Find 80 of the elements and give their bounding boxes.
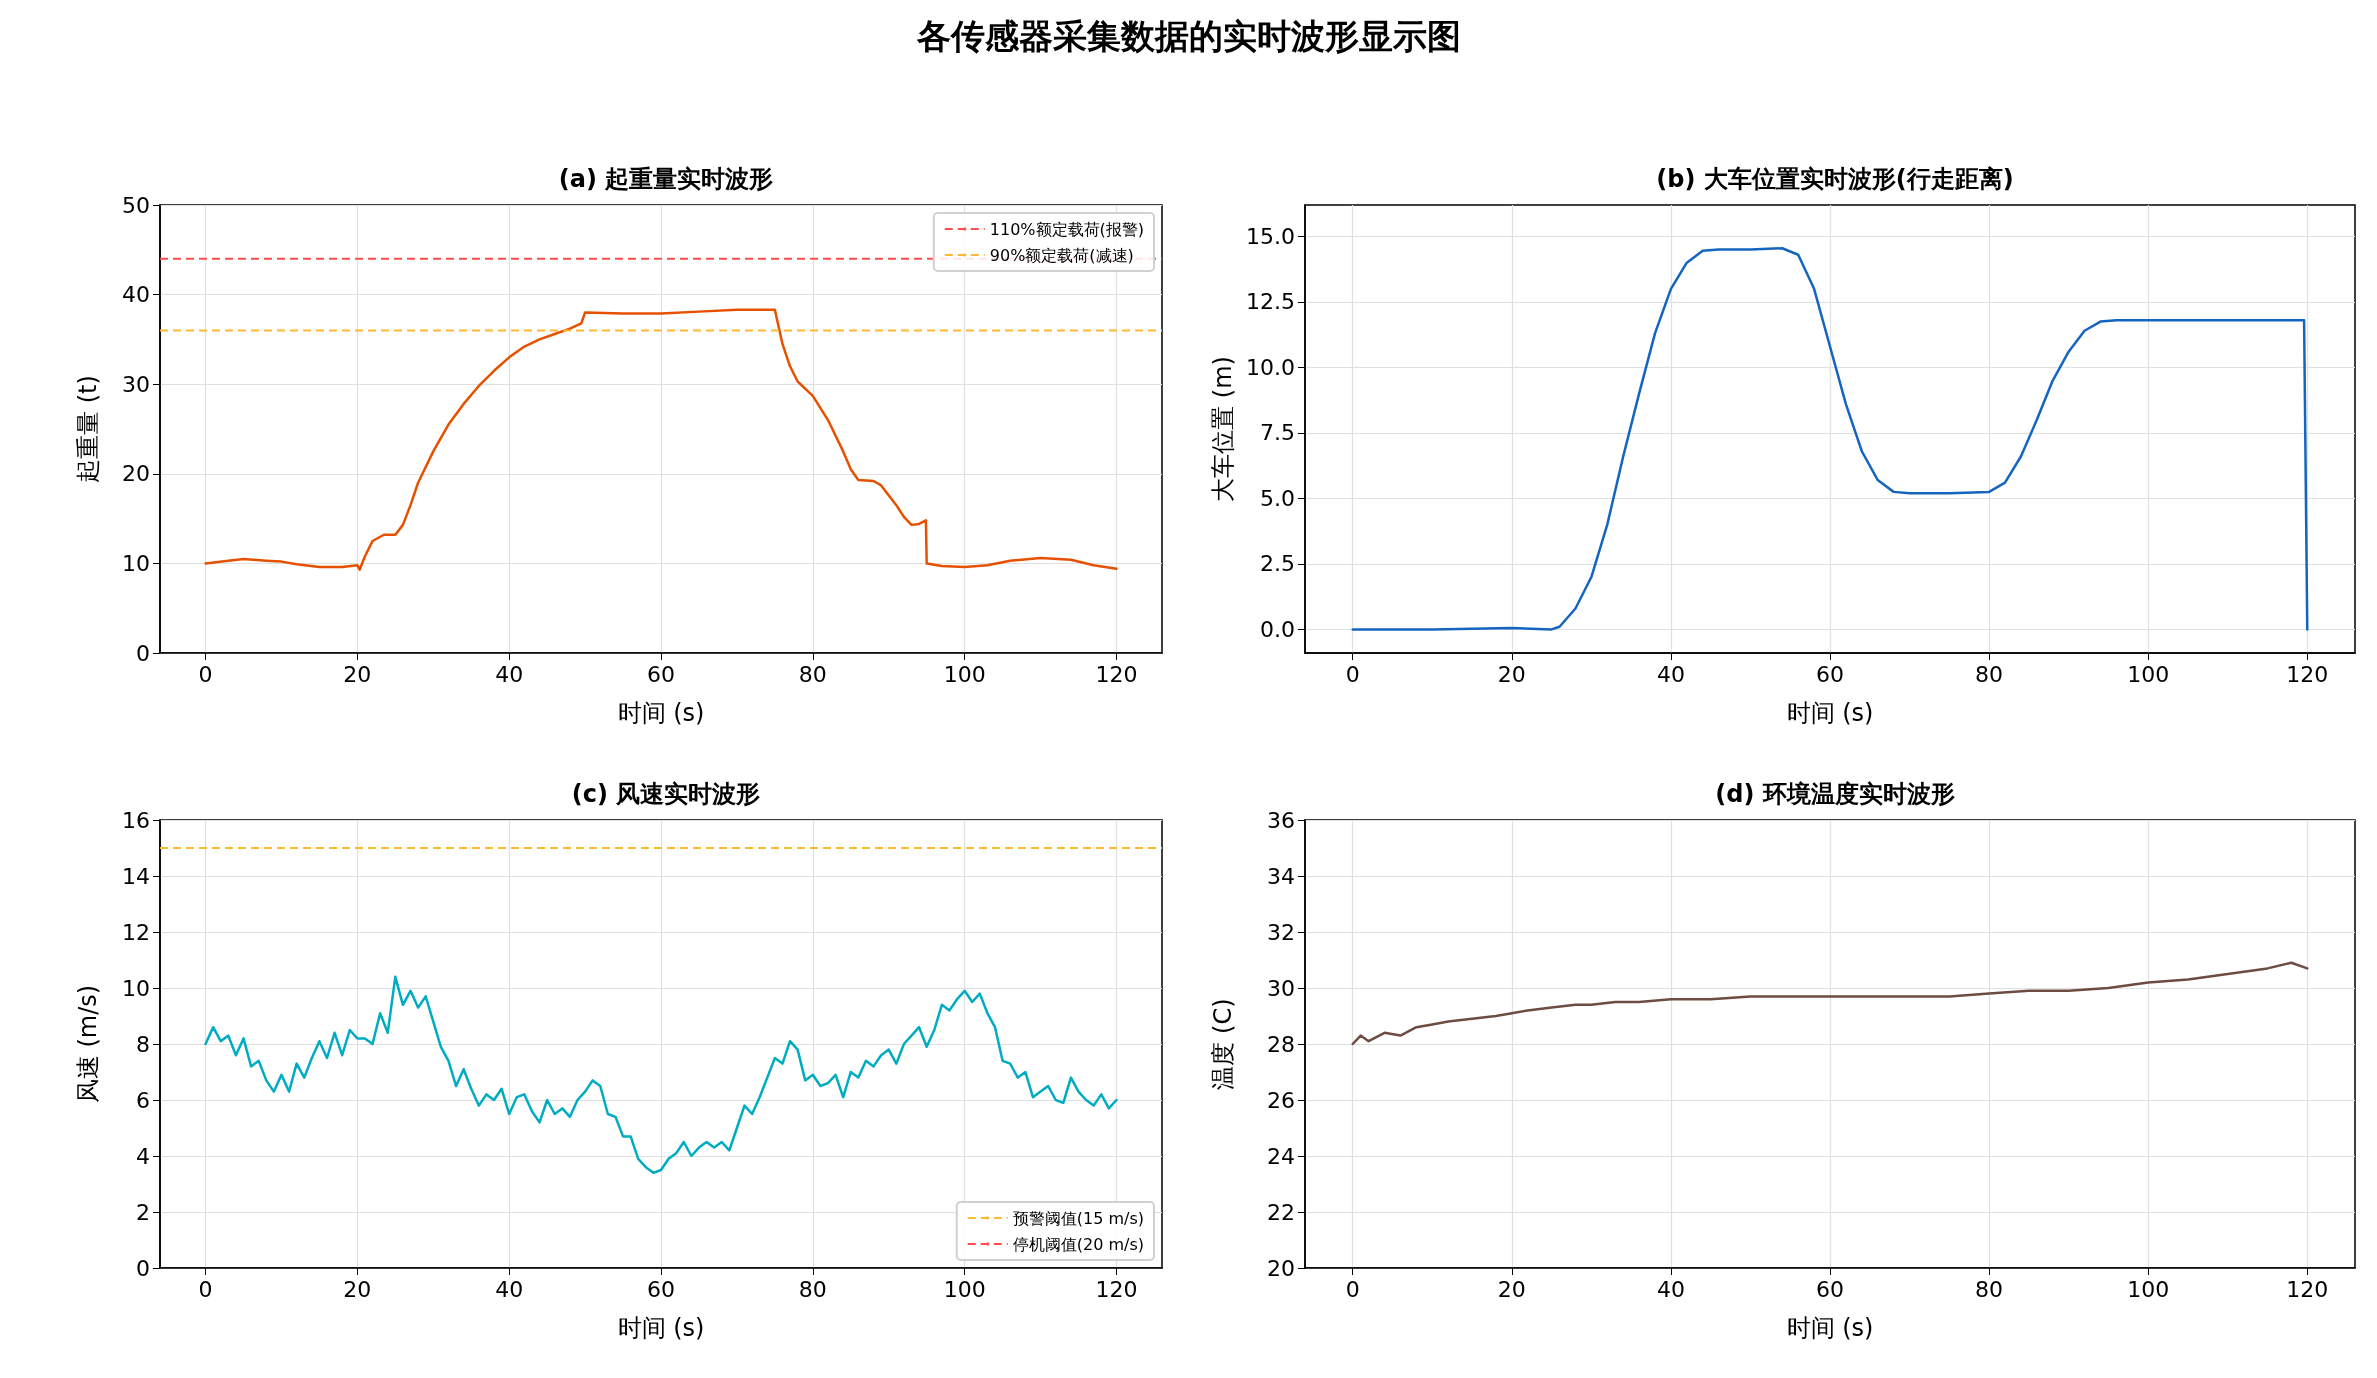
x-tick-label: 100	[943, 661, 986, 687]
y-tick-label: 12.5	[1246, 289, 1295, 315]
y-tick-label: 16	[122, 807, 150, 833]
y-tick-label: 0	[136, 1255, 150, 1281]
x-tick-label: 0	[1345, 661, 1360, 687]
x-tick-label: 60	[1816, 661, 1844, 687]
y-axis-title: 温度 (C)	[1209, 998, 1237, 1090]
x-tick-label: 40	[1656, 661, 1685, 687]
x-tick-label: 100	[2127, 661, 2170, 687]
x-tick-label: 80	[1975, 1276, 2004, 1302]
y-tick-label: 0	[136, 640, 150, 666]
x-axis-title: 时间 (s)	[617, 699, 705, 727]
x-tick-label: 100	[943, 1276, 986, 1302]
y-tick-label: 34	[1267, 863, 1295, 889]
y-tick-label: 24	[1267, 1143, 1295, 1169]
x-tick-label: 0	[198, 1276, 213, 1302]
legend-label: 预警阈值(15 m/s)	[1012, 1208, 1145, 1228]
y-tick-label: 6	[136, 1087, 150, 1113]
y-tick-label: 40	[122, 282, 150, 308]
x-tick-label: 80	[1975, 661, 2004, 687]
y-tick-label: 10	[122, 550, 150, 576]
chart-title: (b) 大车位置实时波形(行走距离)	[1656, 165, 2014, 193]
legend-label: 110%额定载荷(报警)	[989, 219, 1145, 239]
y-tick-label: 0.0	[1260, 616, 1295, 642]
y-tick-label: 32	[1267, 919, 1295, 945]
y-tick-label: 10.0	[1246, 354, 1295, 380]
x-axis-title: 时间 (s)	[1786, 699, 1874, 727]
y-tick-label: 7.5	[1260, 420, 1295, 446]
y-tick-label: 22	[1267, 1199, 1295, 1225]
chart-title: (c) 风速实时波形	[571, 780, 761, 808]
text: 停机阈值(20 m/s)	[1012, 1234, 1145, 1254]
x-axis-title: 时间 (s)	[1786, 1314, 1874, 1342]
x-tick-label: 20	[343, 661, 372, 687]
y-tick-label: 12	[122, 919, 150, 945]
x-tick-label: 120	[1095, 661, 1138, 687]
y-tick-label: 2	[136, 1199, 150, 1225]
x-tick-label: 60	[1816, 1276, 1844, 1302]
y-tick-label: 20	[122, 461, 150, 487]
x-tick-label: 20	[1497, 661, 1526, 687]
y-tick-label: 14	[122, 863, 150, 889]
x-tick-label: 120	[1095, 1276, 1138, 1302]
y-tick-label: 2.5	[1260, 551, 1295, 577]
x-tick-label: 20	[1497, 1276, 1526, 1302]
text: 各传感器采集数据的实时波形显示图	[915, 15, 1462, 58]
y-tick-label: 20	[1267, 1255, 1295, 1281]
x-tick-label: 40	[495, 661, 524, 687]
x-tick-label: 120	[2286, 661, 2329, 687]
x-tick-label: 0	[1345, 1276, 1360, 1302]
y-tick-label: 15.0	[1246, 223, 1295, 249]
y-tick-label: 30	[1267, 975, 1295, 1001]
y-axis-title: 风速 (m/s)	[74, 984, 102, 1104]
y-axis-title: 大车位置 (m)	[1209, 356, 1237, 502]
y-tick-label: 4	[136, 1143, 150, 1169]
y-tick-label: 28	[1267, 1031, 1295, 1057]
y-tick-label: 26	[1267, 1087, 1295, 1113]
y-tick-label: 30	[122, 371, 150, 397]
x-axis-title: 时间 (s)	[617, 1314, 705, 1342]
x-tick-label: 100	[2127, 1276, 2170, 1302]
x-tick-label: 40	[495, 1276, 524, 1302]
y-tick-label: 36	[1267, 807, 1295, 833]
x-tick-label: 60	[647, 661, 675, 687]
line-series	[1351, 961, 2309, 1046]
y-tick-label: 50	[122, 192, 150, 218]
chart-title: (d) 环境温度实时波形	[1715, 780, 1955, 808]
line-series	[204, 308, 1118, 571]
x-tick-label: 120	[2286, 1276, 2329, 1302]
y-axis-title: 起重量 (t)	[74, 375, 102, 483]
chart-title: (a) 起重量实时波形	[558, 165, 774, 193]
x-tick-label: 40	[1656, 1276, 1685, 1302]
x-tick-label: 0	[198, 661, 213, 687]
x-tick-label: 20	[343, 1276, 372, 1302]
y-tick-label: 8	[136, 1031, 150, 1057]
x-tick-label: 80	[798, 661, 827, 687]
line-series	[1351, 246, 2309, 631]
x-tick-label: 60	[647, 1276, 675, 1302]
y-tick-label: 5.0	[1260, 485, 1295, 511]
line-series	[204, 975, 1118, 1175]
x-tick-label: 80	[798, 1276, 827, 1302]
y-tick-label: 10	[122, 975, 150, 1001]
legend-label: 90%额定载荷(减速)	[989, 245, 1134, 265]
